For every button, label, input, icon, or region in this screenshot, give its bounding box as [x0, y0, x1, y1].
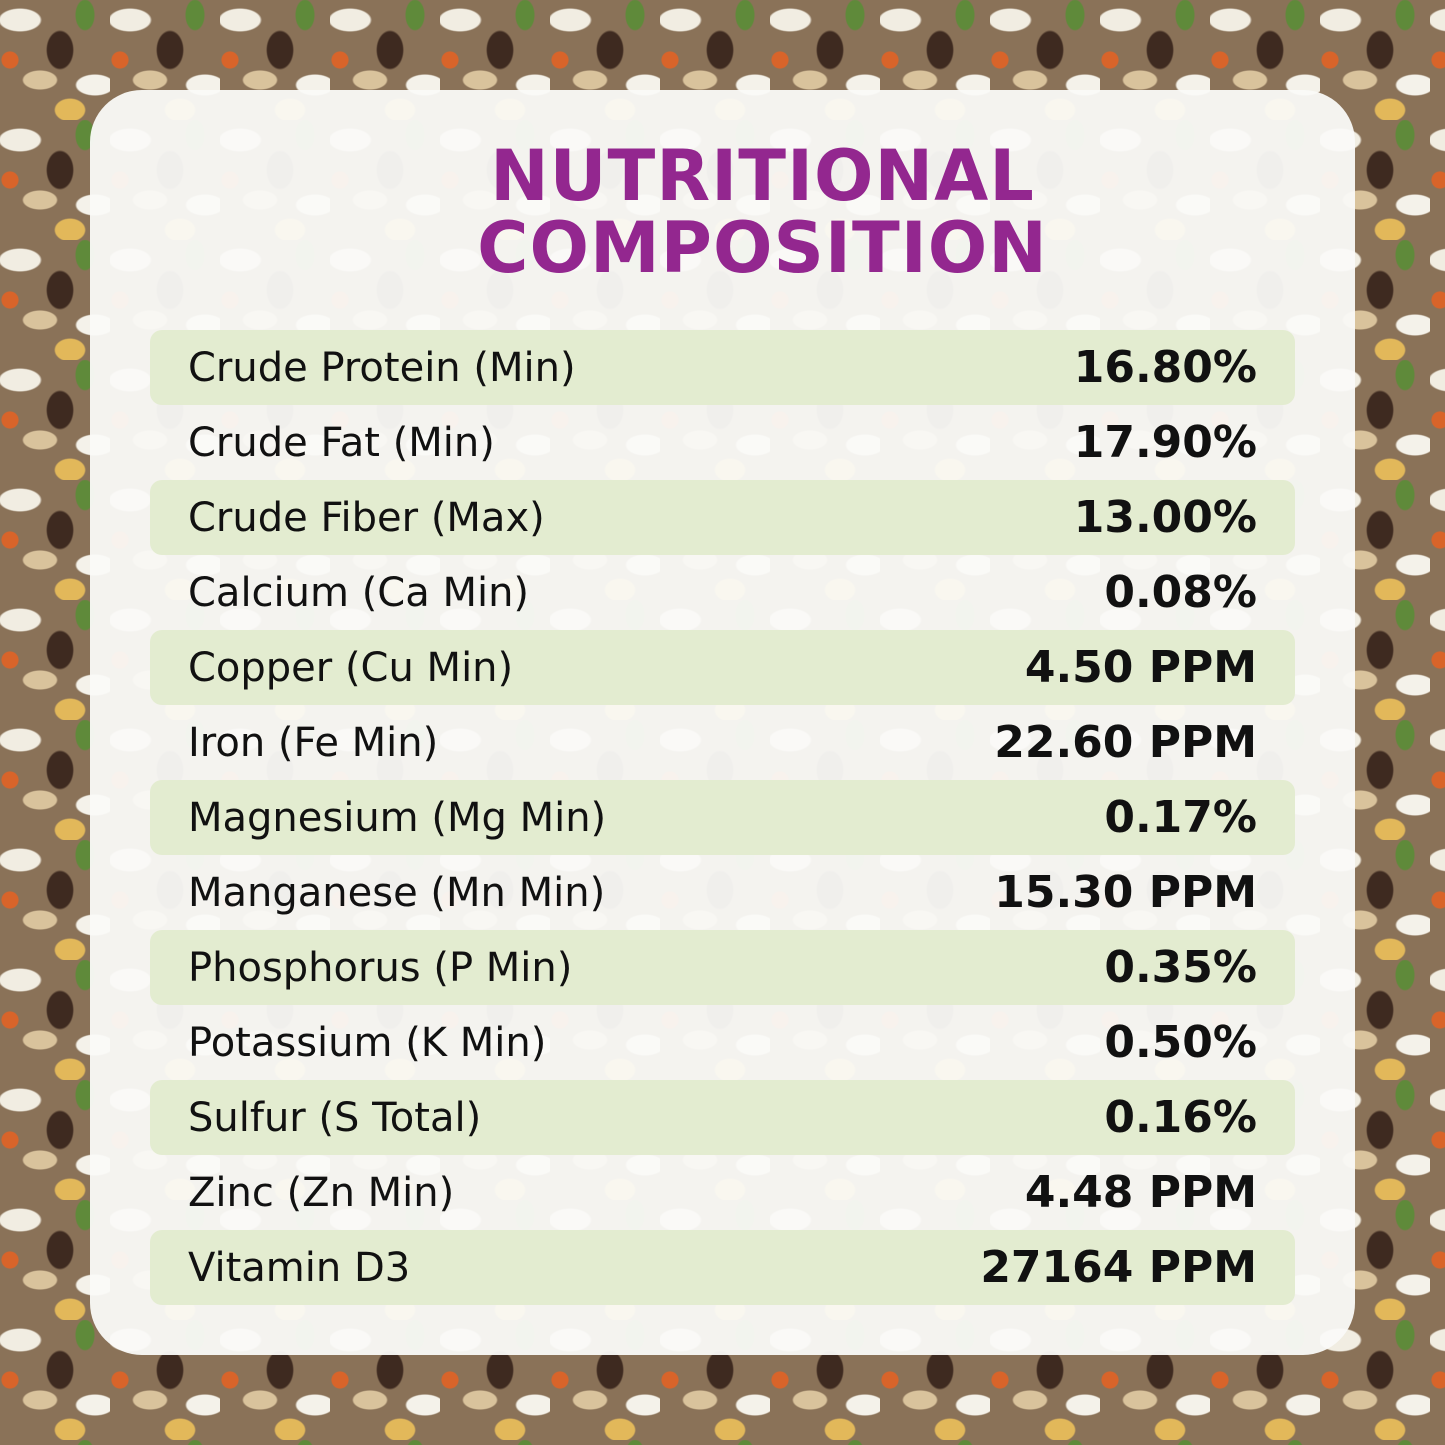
table-row: Phosphorus (P Min) 0.35% — [150, 930, 1295, 1005]
nutrient-label: Crude Fiber (Max) — [188, 494, 545, 541]
table-row: Iron (Fe Min) 22.60 PPM — [150, 705, 1295, 780]
nutrient-value: 4.48 PPM — [1024, 1167, 1257, 1218]
table-row: Sulfur (S Total) 0.16% — [150, 1080, 1295, 1155]
nutrient-label: Potassium (K Min) — [188, 1019, 547, 1066]
nutrient-label: Vitamin D3 — [188, 1244, 411, 1291]
table-row: Crude Fiber (Max) 13.00% — [150, 480, 1295, 555]
nutrient-value: 0.08% — [1104, 567, 1257, 618]
nutrient-value: 0.17% — [1104, 792, 1257, 843]
nutrient-value: 0.16% — [1104, 1092, 1257, 1143]
table-row: Vitamin D3 27164 PPM — [150, 1230, 1295, 1305]
nutrient-value: 17.90% — [1073, 417, 1257, 468]
title-line-2: COMPOSITION — [477, 207, 1048, 289]
table-row: Crude Protein (Min) 16.80% — [150, 330, 1295, 405]
nutrient-value: 16.80% — [1073, 342, 1257, 393]
title-line-1: NUTRITIONAL — [490, 135, 1035, 217]
page-title: NUTRITIONAL COMPOSITION — [0, 140, 1445, 284]
table-row: Calcium (Ca Min) 0.08% — [150, 555, 1295, 630]
nutrient-label: Manganese (Mn Min) — [188, 869, 606, 916]
nutrient-value: 13.00% — [1073, 492, 1257, 543]
nutrient-label: Crude Fat (Min) — [188, 419, 495, 466]
nutrient-label: Phosphorus (P Min) — [188, 944, 573, 991]
table-row: Manganese (Mn Min) 15.30 PPM — [150, 855, 1295, 930]
nutrient-value: 27164 PPM — [980, 1242, 1257, 1293]
nutrient-label: Calcium (Ca Min) — [188, 569, 530, 616]
table-row: Crude Fat (Min) 17.90% — [150, 405, 1295, 480]
table-row: Zinc (Zn Min) 4.48 PPM — [150, 1155, 1295, 1230]
nutrient-value: 22.60 PPM — [994, 717, 1257, 768]
nutrient-label: Sulfur (S Total) — [188, 1094, 482, 1141]
nutrient-value: 4.50 PPM — [1024, 642, 1257, 693]
table-row: Copper (Cu Min) 4.50 PPM — [150, 630, 1295, 705]
nutrient-value: 0.50% — [1104, 1017, 1257, 1068]
nutrient-label: Iron (Fe Min) — [188, 719, 439, 766]
nutrient-value: 15.30 PPM — [994, 867, 1257, 918]
nutrient-label: Magnesium (Mg Min) — [188, 794, 607, 841]
table-row: Potassium (K Min) 0.50% — [150, 1005, 1295, 1080]
nutrient-value: 0.35% — [1104, 942, 1257, 993]
table-row: Magnesium (Mg Min) 0.17% — [150, 780, 1295, 855]
nutrient-label: Zinc (Zn Min) — [188, 1169, 455, 1216]
nutrient-label: Crude Protein (Min) — [188, 344, 576, 391]
nutrient-label: Copper (Cu Min) — [188, 644, 514, 691]
nutrition-table: Crude Protein (Min) 16.80% Crude Fat (Min)… — [150, 330, 1295, 1305]
